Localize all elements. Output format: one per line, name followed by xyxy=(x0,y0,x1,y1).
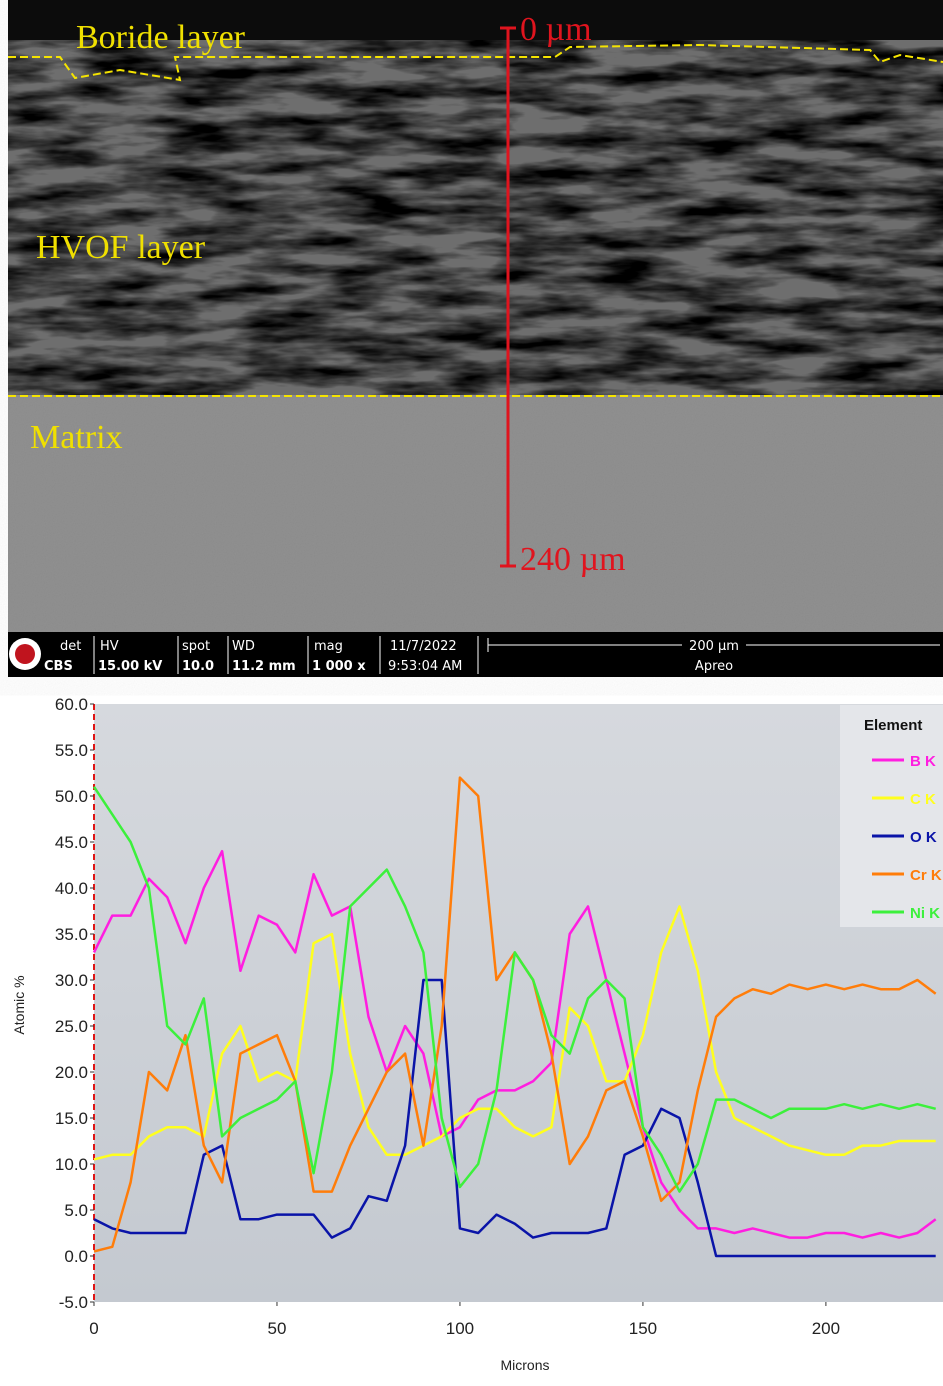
x-tick-label: 0 xyxy=(89,1319,98,1338)
sem-image: Boride layer 0 µm HVOF layer Matrix 240 … xyxy=(8,0,943,632)
legend-label: Ni K xyxy=(910,905,940,922)
line-chart: Atomic % Microns -5.0 0.0 5.0 10.0 15.0 20.0 2… xyxy=(11,695,943,1373)
legend: Element B K C K O K Cr K Ni K xyxy=(840,705,943,927)
spot: 10.0 xyxy=(182,659,214,674)
logo-core xyxy=(15,644,35,664)
date: 11/7/2022 xyxy=(390,639,457,654)
legend-label: Cr K xyxy=(910,867,942,884)
y-tick-label: 25.0 xyxy=(55,1017,88,1036)
y-tick-label: 20.0 xyxy=(55,1063,88,1082)
mag: 1 000 x xyxy=(312,659,366,674)
x-tick-label: 150 xyxy=(629,1319,657,1338)
y-tick-label: 10.0 xyxy=(55,1155,88,1174)
x-tick-label: 100 xyxy=(446,1319,474,1338)
y-tick-label: 45.0 xyxy=(55,833,88,852)
legend-box xyxy=(840,705,943,927)
hvof-label: HVOF layer xyxy=(36,229,206,266)
plot-area xyxy=(94,704,943,1302)
mag-label: mag xyxy=(314,639,343,654)
x-axis-label: Microns xyxy=(500,1357,549,1373)
spot-label: spot xyxy=(182,639,210,654)
legend-label: O K xyxy=(910,829,937,846)
y-tick-label: 50.0 xyxy=(55,787,88,806)
legend-label: B K xyxy=(910,753,936,770)
boride-label: Boride layer xyxy=(76,19,246,56)
y-tick-label: -5.0 xyxy=(59,1293,88,1312)
matrix-label: Matrix xyxy=(30,419,123,456)
det-label: det xyxy=(60,639,81,654)
y-tick-label: 35.0 xyxy=(55,925,88,944)
y-tick-label: 5.0 xyxy=(64,1201,88,1220)
legend-title: Element xyxy=(864,717,922,734)
info-bar: det CBS HV 15.00 kV spot 10.0 WD 11.2 mm… xyxy=(8,632,943,677)
y-tick-label: 55.0 xyxy=(55,741,88,760)
top-depth-label: 0 µm xyxy=(520,11,592,48)
y-tick-label: 40.0 xyxy=(55,879,88,898)
det: CBS xyxy=(44,659,73,674)
wd-label: WD xyxy=(232,639,255,654)
figure: Boride layer 0 µm HVOF layer Matrix 240 … xyxy=(0,0,943,1386)
y-axis-label: Atomic % xyxy=(11,975,27,1034)
instrument: Apreo xyxy=(695,659,733,674)
hv: 15.00 kV xyxy=(98,659,162,674)
y-tick-label: 15.0 xyxy=(55,1109,88,1128)
hvof-texture xyxy=(8,40,943,395)
y-tick-label: 30.0 xyxy=(55,971,88,990)
legend-label: C K xyxy=(910,791,936,808)
time: 9:53:04 AM xyxy=(388,659,462,674)
x-tick-label: 200 xyxy=(812,1319,840,1338)
y-tick-label: 0.0 xyxy=(64,1247,88,1266)
bottom-depth-label: 240 µm xyxy=(520,541,626,578)
y-tick-label: 60.0 xyxy=(55,695,88,714)
scale-label: 200 µm xyxy=(689,639,739,654)
wd: 11.2 mm xyxy=(232,659,296,674)
hv-label: HV xyxy=(100,639,119,654)
x-tick-label: 50 xyxy=(268,1319,287,1338)
